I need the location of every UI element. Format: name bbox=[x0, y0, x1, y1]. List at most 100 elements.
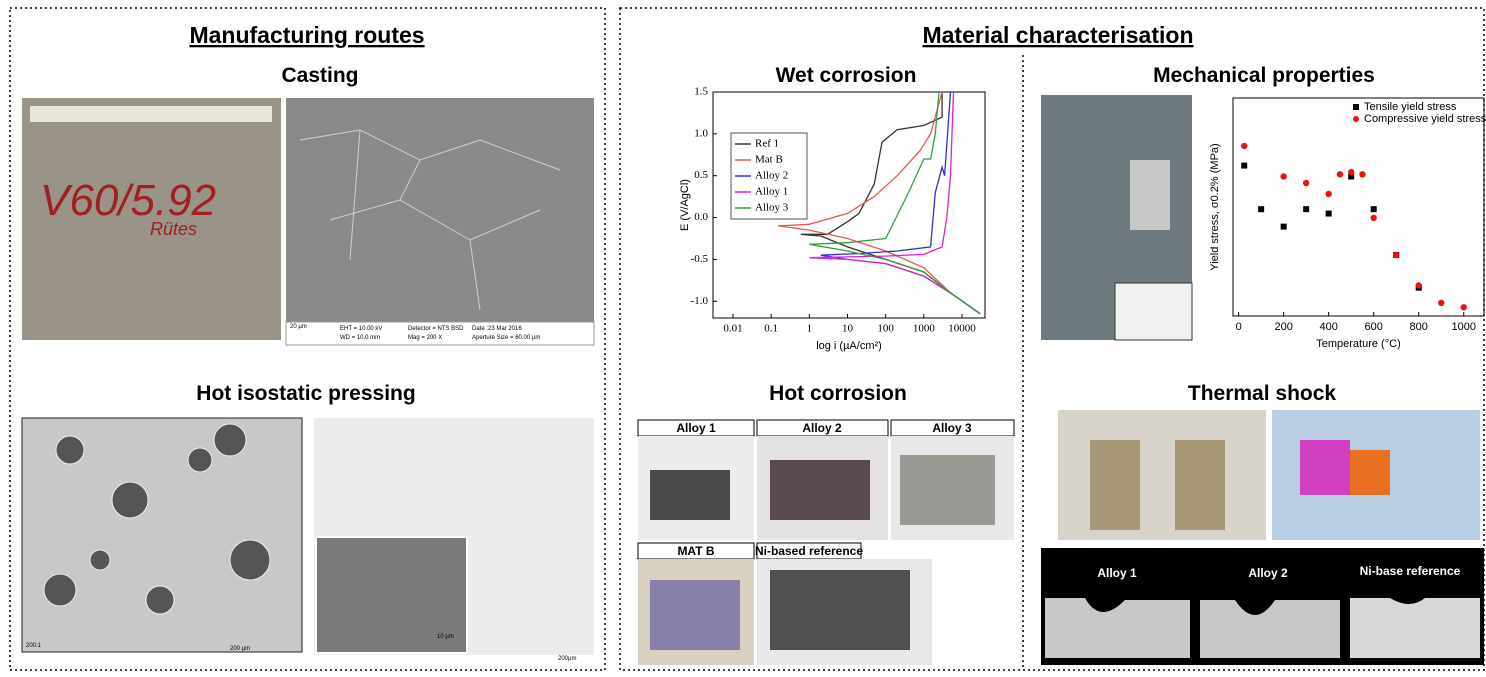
y-tick-label: 1.5 bbox=[694, 86, 708, 98]
ruler bbox=[30, 106, 272, 122]
point bbox=[1241, 162, 1248, 169]
right-frame bbox=[619, 7, 1485, 671]
point bbox=[1241, 142, 1248, 150]
legend-label: Compressive yield stress bbox=[1364, 113, 1486, 125]
x-tick-label: 600 bbox=[1365, 321, 1383, 333]
section-title: Manufacturing routes bbox=[189, 22, 424, 48]
y-axis-label: Yield stress, σ0.2% (MPa) bbox=[1209, 143, 1221, 270]
point bbox=[1280, 223, 1287, 230]
legend-label: Alloy 3 bbox=[755, 202, 789, 214]
heading: Thermal shock bbox=[1188, 382, 1337, 405]
plot-frame bbox=[1232, 97, 1485, 317]
point bbox=[1370, 206, 1377, 213]
x-tick-label: 0.01 bbox=[723, 323, 742, 335]
hot-corrosion-grid bbox=[637, 419, 1015, 665]
point bbox=[1325, 210, 1332, 217]
y-tick-label: -1.0 bbox=[691, 295, 709, 307]
point bbox=[1336, 171, 1344, 178]
heading: Mechanical properties bbox=[1153, 64, 1375, 87]
plot-frame bbox=[712, 91, 986, 319]
curve bbox=[800, 92, 981, 315]
sample-label: Alloy 1 bbox=[676, 421, 716, 435]
x-tick-label: 100 bbox=[877, 323, 894, 335]
legend-label: Tensile yield stress bbox=[1364, 101, 1457, 113]
grain-boundaries bbox=[299, 129, 561, 311]
curve bbox=[809, 91, 981, 315]
section-title: Material characterisation bbox=[922, 22, 1193, 48]
inset-micrograph bbox=[315, 536, 468, 654]
heading: Hot isostatic pressing bbox=[196, 382, 415, 405]
x-tick-label: 10 bbox=[842, 323, 854, 335]
cad-part bbox=[1300, 440, 1350, 495]
sample-label: Alloy 2 bbox=[802, 421, 842, 435]
x-axis-label: Temperature (°C) bbox=[1316, 338, 1400, 350]
legend-label: Alloy 2 bbox=[755, 170, 788, 182]
legend-swatch bbox=[1353, 116, 1359, 122]
y-tick-label: -0.5 bbox=[691, 253, 709, 265]
scale-label: 10 µm bbox=[437, 634, 454, 640]
x-tick-label: 1 bbox=[807, 323, 813, 335]
casting-photo bbox=[22, 98, 281, 340]
point bbox=[1460, 304, 1467, 311]
handwriting: V60/5.92 bbox=[40, 176, 216, 225]
sem-info-bar bbox=[285, 321, 595, 346]
heading: Casting bbox=[281, 64, 358, 87]
sample-label: Alloy 2 bbox=[1248, 566, 1288, 580]
y-tick-label: 0.0 bbox=[694, 211, 708, 223]
point bbox=[1258, 206, 1265, 213]
crack-profile bbox=[1045, 598, 1190, 658]
scale-label: 20 µm bbox=[290, 324, 307, 330]
point bbox=[1359, 171, 1366, 178]
point bbox=[1302, 179, 1310, 187]
y-tick-label: 0.5 bbox=[694, 169, 708, 181]
specimen bbox=[1090, 440, 1140, 530]
x-tick-label: 200 bbox=[1274, 321, 1292, 333]
specimen-photo bbox=[1058, 410, 1266, 540]
legend-swatch bbox=[1353, 104, 1359, 110]
crack-profile bbox=[1200, 600, 1340, 658]
sample-label: Ni-based reference bbox=[755, 544, 863, 558]
powder-particles bbox=[43, 423, 271, 615]
x-tick-label: 800 bbox=[1410, 321, 1428, 333]
curve bbox=[777, 91, 981, 315]
x-tick-label: 0 bbox=[1236, 321, 1242, 333]
point bbox=[1415, 282, 1422, 289]
scale-label: 200 µm bbox=[230, 646, 250, 652]
sem-info: Aperture Size = 60.00 µm bbox=[472, 335, 540, 341]
sample-label: MAT B bbox=[677, 544, 714, 558]
handwriting: Rütes bbox=[150, 219, 197, 239]
specimen bbox=[1175, 440, 1225, 530]
sample-label: Alloy 3 bbox=[932, 421, 972, 435]
sem-info: Mag = 200 X bbox=[408, 335, 442, 341]
point bbox=[1370, 214, 1377, 222]
scale-label: 200µm bbox=[558, 656, 576, 662]
x-tick-label: 1000 bbox=[913, 323, 936, 335]
sem-info: WD = 10.0 mm bbox=[340, 335, 380, 341]
heading: Wet corrosion bbox=[776, 64, 917, 87]
left-frame bbox=[9, 7, 606, 671]
cad-part bbox=[1350, 450, 1390, 495]
point bbox=[1280, 173, 1287, 180]
point bbox=[1325, 190, 1332, 198]
sem-info: EHT = 10.00 kV bbox=[340, 326, 382, 332]
y-axis-label: E (V/AgCl) bbox=[679, 179, 691, 231]
point bbox=[1393, 251, 1400, 259]
x-tick-label: 400 bbox=[1319, 321, 1337, 333]
legend-label: Ref 1 bbox=[755, 138, 779, 150]
point bbox=[1303, 206, 1310, 213]
sem-info: Date :23 Mar 2016 bbox=[472, 326, 522, 332]
sem-image bbox=[286, 98, 594, 322]
sem-info: Detector = NTS BSD bbox=[408, 326, 464, 332]
scale-label: 200:1 bbox=[26, 643, 42, 649]
point bbox=[1347, 168, 1355, 176]
x-axis-label: log i (µA/cm²) bbox=[816, 340, 882, 352]
heading: Hot corrosion bbox=[769, 382, 907, 405]
curve bbox=[820, 91, 981, 315]
legend-label: Mat B bbox=[755, 154, 783, 166]
x-tick-label: 1000 bbox=[1451, 321, 1475, 333]
y-tick-label: 1.0 bbox=[694, 127, 708, 139]
x-tick-label: 10000 bbox=[948, 323, 976, 335]
legend-label: Alloy 1 bbox=[755, 186, 788, 198]
point bbox=[1438, 299, 1445, 307]
